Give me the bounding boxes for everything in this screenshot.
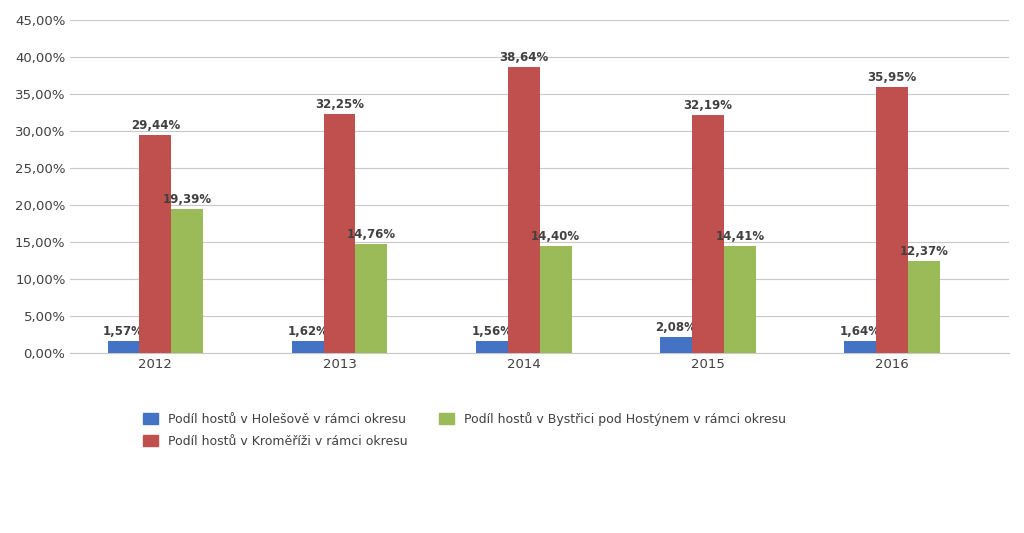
Text: 29,44%: 29,44% [131,119,180,132]
Text: 35,95%: 35,95% [867,71,916,84]
Text: 38,64%: 38,64% [499,51,549,64]
Bar [324,114,355,353]
Bar [355,244,387,353]
Bar [292,341,324,353]
Bar [692,115,724,353]
Bar [877,87,908,353]
Text: 14,76%: 14,76% [347,228,396,241]
Text: 12,37%: 12,37% [899,245,948,259]
Bar [139,135,171,353]
Text: 32,19%: 32,19% [683,99,732,112]
Bar [724,246,756,353]
Text: 32,25%: 32,25% [315,98,365,111]
Text: 1,56%: 1,56% [471,325,512,338]
Bar [508,67,540,353]
Bar [108,341,139,353]
Text: 1,57%: 1,57% [103,325,144,338]
Bar [171,209,203,353]
Text: 14,40%: 14,40% [531,230,581,244]
Text: 14,41%: 14,41% [715,230,764,243]
Bar [660,337,692,353]
Text: 2,08%: 2,08% [655,321,696,334]
Legend: Podíl hostů v Holešově v rámci okresu, Podíl hostů v Kroměříži v rámci okresu, P: Podíl hostů v Holešově v rámci okresu, P… [137,406,793,454]
Bar [908,261,940,353]
Text: 1,62%: 1,62% [288,325,328,338]
Text: 1,64%: 1,64% [840,325,881,338]
Text: 19,39%: 19,39% [163,193,212,206]
Bar [476,341,508,353]
Bar [845,341,877,353]
Bar [540,246,571,353]
